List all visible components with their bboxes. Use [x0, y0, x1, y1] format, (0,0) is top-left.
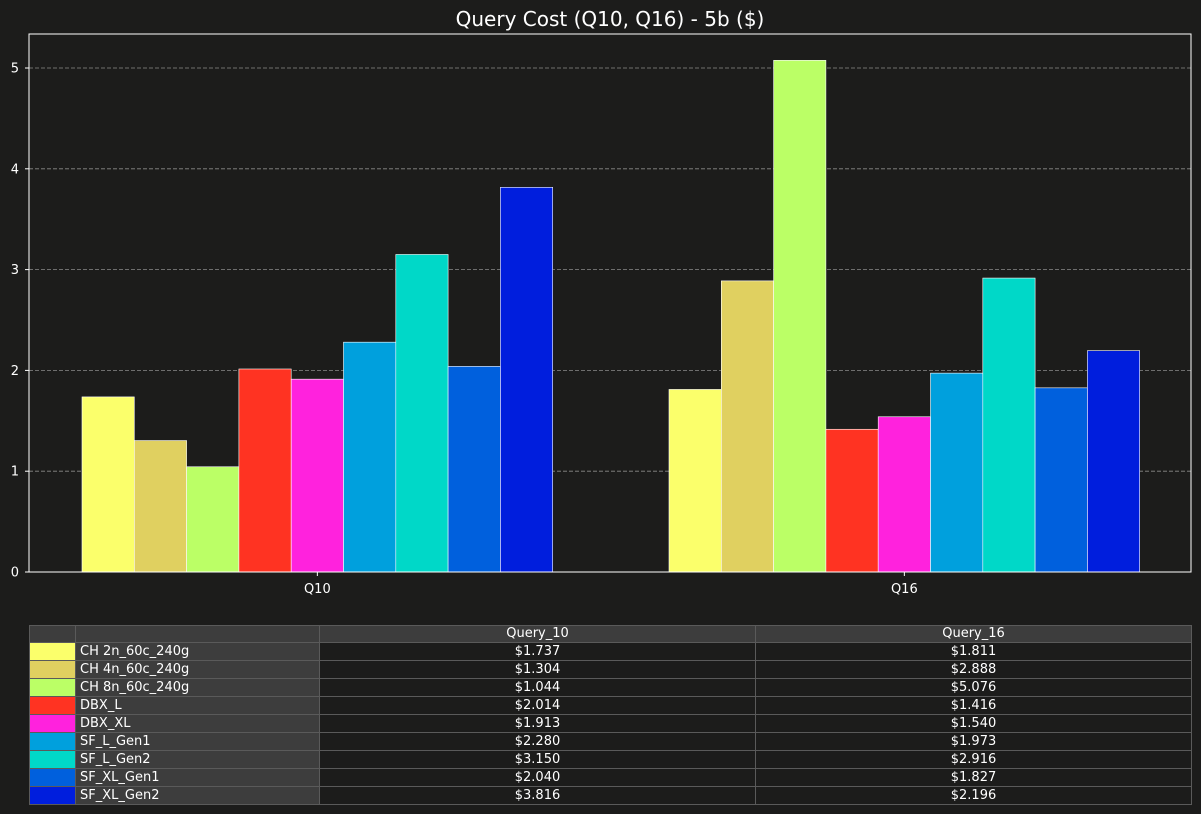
legend-swatch: [29, 768, 76, 787]
table-header-row: Query_10 Query_16: [29, 625, 1192, 643]
bar: [877, 416, 931, 573]
table-header-label: [75, 625, 320, 643]
y-axis-ticks: 0 1 2 3 4 5: [11, 62, 29, 581]
row-label: DBX_L: [75, 696, 320, 715]
table-row: CH 2n_60c_240g $1.737 $1.811: [29, 642, 1192, 661]
legend-swatch: [29, 750, 76, 769]
legend-swatch: [29, 714, 76, 733]
table-row: SF_XL_Gen1 $2.040 $1.827: [29, 768, 1192, 787]
bar: [1034, 387, 1088, 573]
legend-color: [30, 697, 75, 714]
bar: [186, 466, 240, 573]
cell-query10: $2.280: [319, 732, 756, 751]
cell-query16: $2.196: [755, 786, 1192, 805]
legend-color: [30, 787, 75, 804]
cell-query16: $1.416: [755, 696, 1192, 715]
legend-swatch: [29, 786, 76, 805]
row-label: CH 2n_60c_240g: [75, 642, 320, 661]
bar: [238, 368, 292, 573]
plot-frame: [28, 33, 1192, 573]
y-tick-label: 1: [11, 465, 19, 480]
cell-query16: $2.916: [755, 750, 1192, 769]
row-label: DBX_XL: [75, 714, 320, 733]
cell-query16: $1.811: [755, 642, 1192, 661]
cell-query10: $1.737: [319, 642, 756, 661]
x-axis-ticks: Q10 Q16: [304, 572, 918, 597]
cell-query10: $3.816: [319, 786, 756, 805]
table-row: SF_L_Gen1 $2.280 $1.973: [29, 732, 1192, 751]
table-row: SF_L_Gen2 $3.150 $2.916: [29, 750, 1192, 769]
bar-chart: Query Cost (Q10, Q16) - 5b ($) 0 1 2 3 4 5 Q1…: [11, 7, 1192, 597]
bar: [500, 187, 553, 573]
legend-color: [30, 751, 75, 768]
legend-swatch: [29, 732, 76, 751]
legend-color: [30, 643, 75, 660]
row-label: CH 4n_60c_240g: [75, 660, 320, 679]
table-row: SF_XL_Gen2 $3.816 $2.196: [29, 786, 1192, 805]
table-header-query16: Query_16: [755, 625, 1192, 643]
bar: [825, 428, 879, 573]
bar: [668, 389, 722, 573]
cell-query16: $1.827: [755, 768, 1192, 787]
bar: [343, 341, 397, 573]
cell-query10: $3.150: [319, 750, 756, 769]
row-label: CH 8n_60c_240g: [75, 678, 320, 697]
row-label: SF_L_Gen1: [75, 732, 320, 751]
bar: [81, 396, 135, 573]
legend-color: [30, 679, 75, 696]
cell-query10: $1.913: [319, 714, 756, 733]
bar: [395, 254, 449, 573]
data-table: Query_10 Query_16 CH 2n_60c_240g $1.737 $1…: [29, 625, 1192, 805]
legend-color: [30, 715, 75, 732]
legend-color: [30, 661, 75, 678]
cell-query16: $2.888: [755, 660, 1192, 679]
table-header-corner: [29, 625, 76, 643]
row-label: SF_L_Gen2: [75, 750, 320, 769]
legend-color: [30, 769, 75, 786]
cell-query16: $1.973: [755, 732, 1192, 751]
legend-swatch: [29, 696, 76, 715]
legend-swatch: [29, 642, 76, 661]
table-row: DBX_XL $1.913 $1.540: [29, 714, 1192, 733]
x-tick-label: Q10: [304, 582, 331, 597]
cell-query16: $1.540: [755, 714, 1192, 733]
x-tick-label: Q16: [891, 582, 918, 597]
legend-swatch: [29, 678, 76, 697]
cell-query10: $2.014: [319, 696, 756, 715]
y-tick-label: 3: [11, 263, 19, 278]
bar: [1087, 350, 1141, 573]
y-tick-label: 5: [11, 62, 19, 77]
y-tick-label: 2: [11, 364, 19, 379]
chart-title: Query Cost (Q10, Q16) - 5b ($): [456, 7, 765, 31]
legend-swatch: [29, 660, 76, 679]
cell-query16: $5.076: [755, 678, 1192, 697]
table-header-query10: Query_10: [319, 625, 756, 643]
table-row: DBX_L $2.014 $1.416: [29, 696, 1192, 715]
y-tick-label: 4: [11, 162, 19, 177]
bar: [773, 60, 827, 573]
bar: [720, 280, 774, 573]
table-row: CH 4n_60c_240g $1.304 $2.888: [29, 660, 1192, 679]
cell-query10: $1.304: [319, 660, 756, 679]
bar: [134, 440, 187, 573]
bar: [447, 366, 501, 573]
row-label: SF_XL_Gen2: [75, 786, 320, 805]
cell-query10: $2.040: [319, 768, 756, 787]
bar: [982, 277, 1036, 573]
row-label: SF_XL_Gen1: [75, 768, 320, 787]
bars: [81, 60, 1141, 573]
y-tick-label: 0: [11, 566, 19, 581]
cell-query10: $1.044: [319, 678, 756, 697]
bar: [930, 372, 984, 573]
legend-color: [30, 733, 75, 750]
table-row: CH 8n_60c_240g $1.044 $5.076: [29, 678, 1192, 697]
bar: [290, 378, 344, 573]
